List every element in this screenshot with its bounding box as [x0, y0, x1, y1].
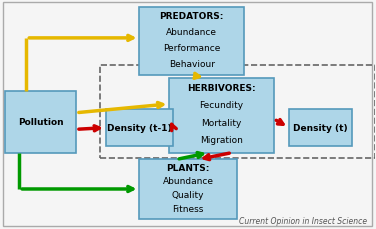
FancyBboxPatch shape	[289, 110, 352, 146]
Text: Current Opinion in Insect Science: Current Opinion in Insect Science	[239, 216, 367, 225]
FancyBboxPatch shape	[5, 92, 76, 153]
FancyBboxPatch shape	[106, 110, 173, 146]
Text: Behaviour: Behaviour	[169, 60, 215, 69]
Text: Density (t): Density (t)	[293, 124, 348, 133]
Text: Migration: Migration	[200, 136, 243, 144]
FancyBboxPatch shape	[139, 8, 244, 76]
Text: Abundance: Abundance	[166, 28, 217, 37]
Text: HERBIVORES:: HERBIVORES:	[187, 83, 256, 92]
Text: Density (t-1): Density (t-1)	[107, 124, 172, 133]
Text: PREDATORS:: PREDATORS:	[159, 12, 224, 21]
Text: Mortality: Mortality	[202, 118, 242, 127]
FancyBboxPatch shape	[139, 160, 237, 218]
Text: Fecundity: Fecundity	[200, 101, 244, 110]
Text: Fitness: Fitness	[172, 204, 204, 213]
Text: PLANTS:: PLANTS:	[166, 163, 210, 172]
Text: Abundance: Abundance	[162, 177, 214, 185]
Text: Performance: Performance	[163, 44, 220, 53]
FancyBboxPatch shape	[169, 78, 274, 153]
Text: Quality: Quality	[172, 190, 204, 199]
Text: Pollution: Pollution	[18, 118, 64, 127]
